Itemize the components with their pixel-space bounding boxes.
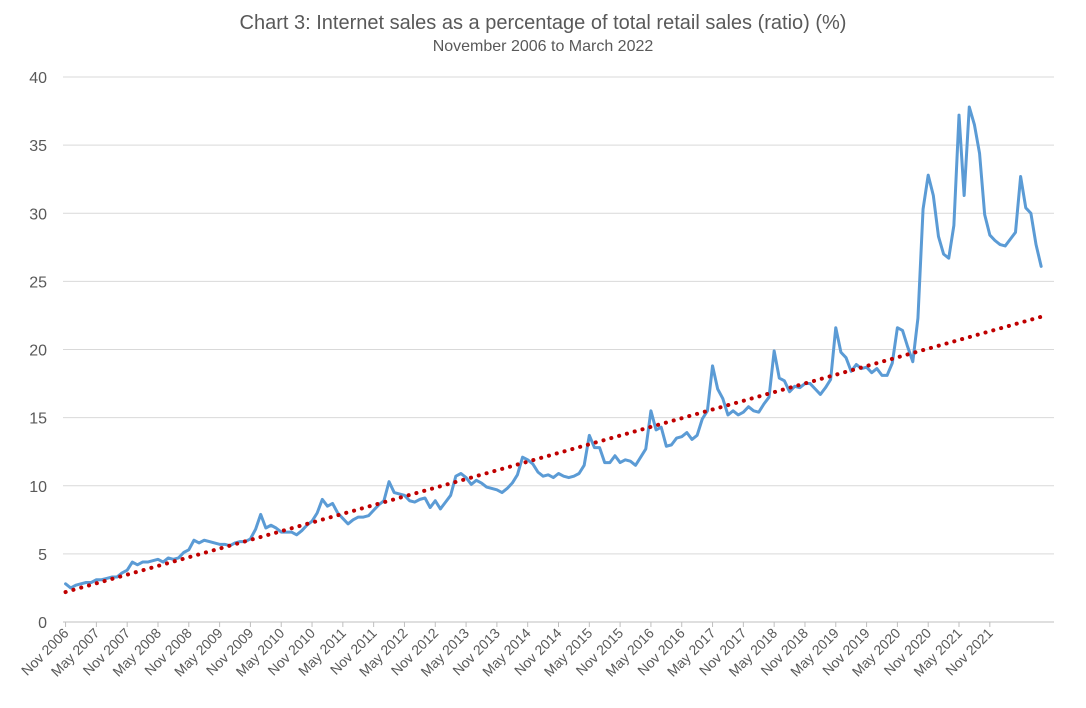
chart-title: Chart 3: Internet sales as a percentage … — [239, 12, 847, 34]
y-tick-label: 40 — [29, 70, 47, 87]
y-tick-label: 0 — [38, 615, 47, 632]
series-line-internet-sales — [64, 105, 1043, 590]
y-tick-label: 25 — [29, 274, 47, 291]
y-tick-label: 5 — [38, 547, 47, 564]
y-tick-label: 15 — [29, 411, 47, 428]
y-tick-label: 20 — [29, 343, 47, 360]
trend-line — [63, 314, 1044, 595]
chart-subtitle: November 2006 to March 2022 — [432, 38, 654, 55]
y-tick-label: 10 — [29, 479, 47, 496]
y-tick-label: 35 — [29, 138, 47, 155]
y-tick-label: 30 — [29, 206, 47, 223]
